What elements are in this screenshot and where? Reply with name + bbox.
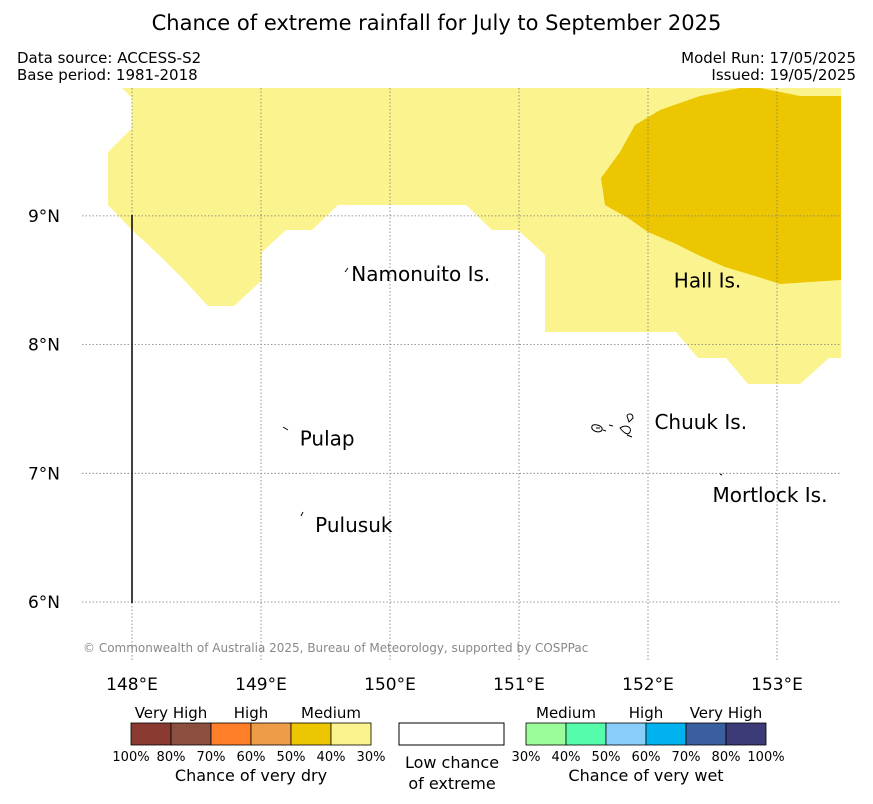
legend-tick-label: 30% [512, 750, 541, 765]
legend-tick-label: 40% [552, 750, 581, 765]
source-info: Data source: ACCESS-S2 Base period: 1981… [17, 50, 201, 84]
legend-tick-label: 70% [197, 750, 226, 765]
legend-swatch [645, 722, 687, 746]
place-label: Pulusuk [315, 513, 393, 537]
legend-very-wet: Medium High Very High 30% 40% 50% 60% 70% 80% 100… [512, 704, 785, 785]
place-label: Mortlock Is. [713, 483, 828, 507]
legend-swatch [290, 722, 332, 746]
legend-swatch [330, 722, 372, 746]
legend-swatch [725, 722, 767, 746]
place-label: Namonuito Is. [351, 262, 490, 286]
legend-tick-label: 60% [632, 750, 661, 765]
legend-very-dry: Very High High Medium 100% 80% 70% 60% 50% 40% 30… [112, 704, 385, 785]
legend-category-heading: Very High [690, 704, 763, 722]
legend-tick-label: 30% [357, 750, 386, 765]
legend-swatch [685, 722, 727, 746]
copyright-notice: © Commonwealth of Australia 2025, Bureau… [83, 641, 588, 655]
chuuk-lagoon-outline [591, 413, 634, 438]
legend-swatch [605, 722, 647, 746]
category-40-50-region [601, 88, 841, 284]
lon-tick-label: 153°E [751, 675, 803, 695]
legend-tick-label: 50% [277, 750, 306, 765]
legend-tick-label: 100% [112, 750, 149, 765]
legend-tick-label: 80% [712, 750, 741, 765]
legend-title: Chance of very dry [175, 766, 327, 785]
pulap-outline [282, 426, 289, 431]
legend-swatch [250, 722, 292, 746]
lat-tick-label: 9°N [28, 207, 60, 227]
run-info: Model Run: 17/05/2025 Issued: 19/05/2025 [681, 50, 856, 84]
graticule [82, 88, 841, 660]
model-run-text: Model Run: 17/05/2025 [681, 49, 856, 67]
legend-low-line1: Low chance [405, 753, 499, 772]
legend-tick-label: 100% [747, 750, 784, 765]
mortlock-outline [719, 473, 723, 476]
legend-category-heading: Medium [301, 704, 361, 722]
issued-text: Issued: 19/05/2025 [711, 66, 856, 84]
lat-tick-label: 6°N [28, 593, 60, 613]
legend-tick-label: 70% [672, 750, 701, 765]
namonuito-outline [344, 267, 349, 273]
legend-swatch [525, 722, 567, 746]
map-title: Chance of extreme rainfall for July to S… [151, 11, 722, 35]
legend-swatch [565, 722, 607, 746]
lon-tick-label: 151°E [493, 675, 545, 695]
lat-tick-label: 8°N [28, 336, 60, 356]
place-label: Hall Is. [674, 268, 741, 292]
legend-low-line2: of extreme [408, 774, 495, 793]
latitude-labels: 9°N 8°N 7°N 6°N [28, 207, 60, 613]
legend-low-chance-swatch [398, 722, 505, 746]
legend-tick-label: 60% [237, 750, 266, 765]
longitude-labels: 148°E 149°E 150°E 151°E 152°E 153°E [106, 675, 803, 695]
island-outlines [282, 267, 723, 517]
data-source-text: Data source: ACCESS-S2 [17, 49, 202, 67]
legend-tick-label: 80% [157, 750, 186, 765]
legend-title: Chance of very wet [568, 766, 723, 785]
lat-tick-label: 7°N [28, 464, 60, 484]
legend-category-heading: High [234, 704, 268, 722]
legend-swatch [130, 722, 172, 746]
legend-swatch [170, 722, 212, 746]
legend-tick-label: 50% [592, 750, 621, 765]
legend-tick-label: 40% [317, 750, 346, 765]
lon-tick-label: 150°E [364, 675, 416, 695]
place-labels: Namonuito Is. Hall Is. Chuuk Is. Pulap Mortl… [300, 262, 828, 537]
base-period-text: Base period: 1981-2018 [17, 66, 198, 84]
legend: Very High High Medium 100% 80% 70% 60% 50% 40% 30… [112, 704, 784, 793]
legend-swatch [210, 722, 252, 746]
probability-shading [108, 88, 841, 384]
lon-tick-label: 148°E [106, 675, 158, 695]
legend-category-heading: High [629, 704, 663, 722]
place-label: Chuuk Is. [654, 410, 747, 434]
pulusuk-outline [300, 511, 304, 517]
place-label: Pulap [300, 427, 355, 451]
legend-category-heading: Very High [135, 704, 208, 722]
lon-tick-label: 152°E [622, 675, 674, 695]
legend-category-heading: Medium [536, 704, 596, 722]
lon-tick-label: 149°E [235, 675, 287, 695]
